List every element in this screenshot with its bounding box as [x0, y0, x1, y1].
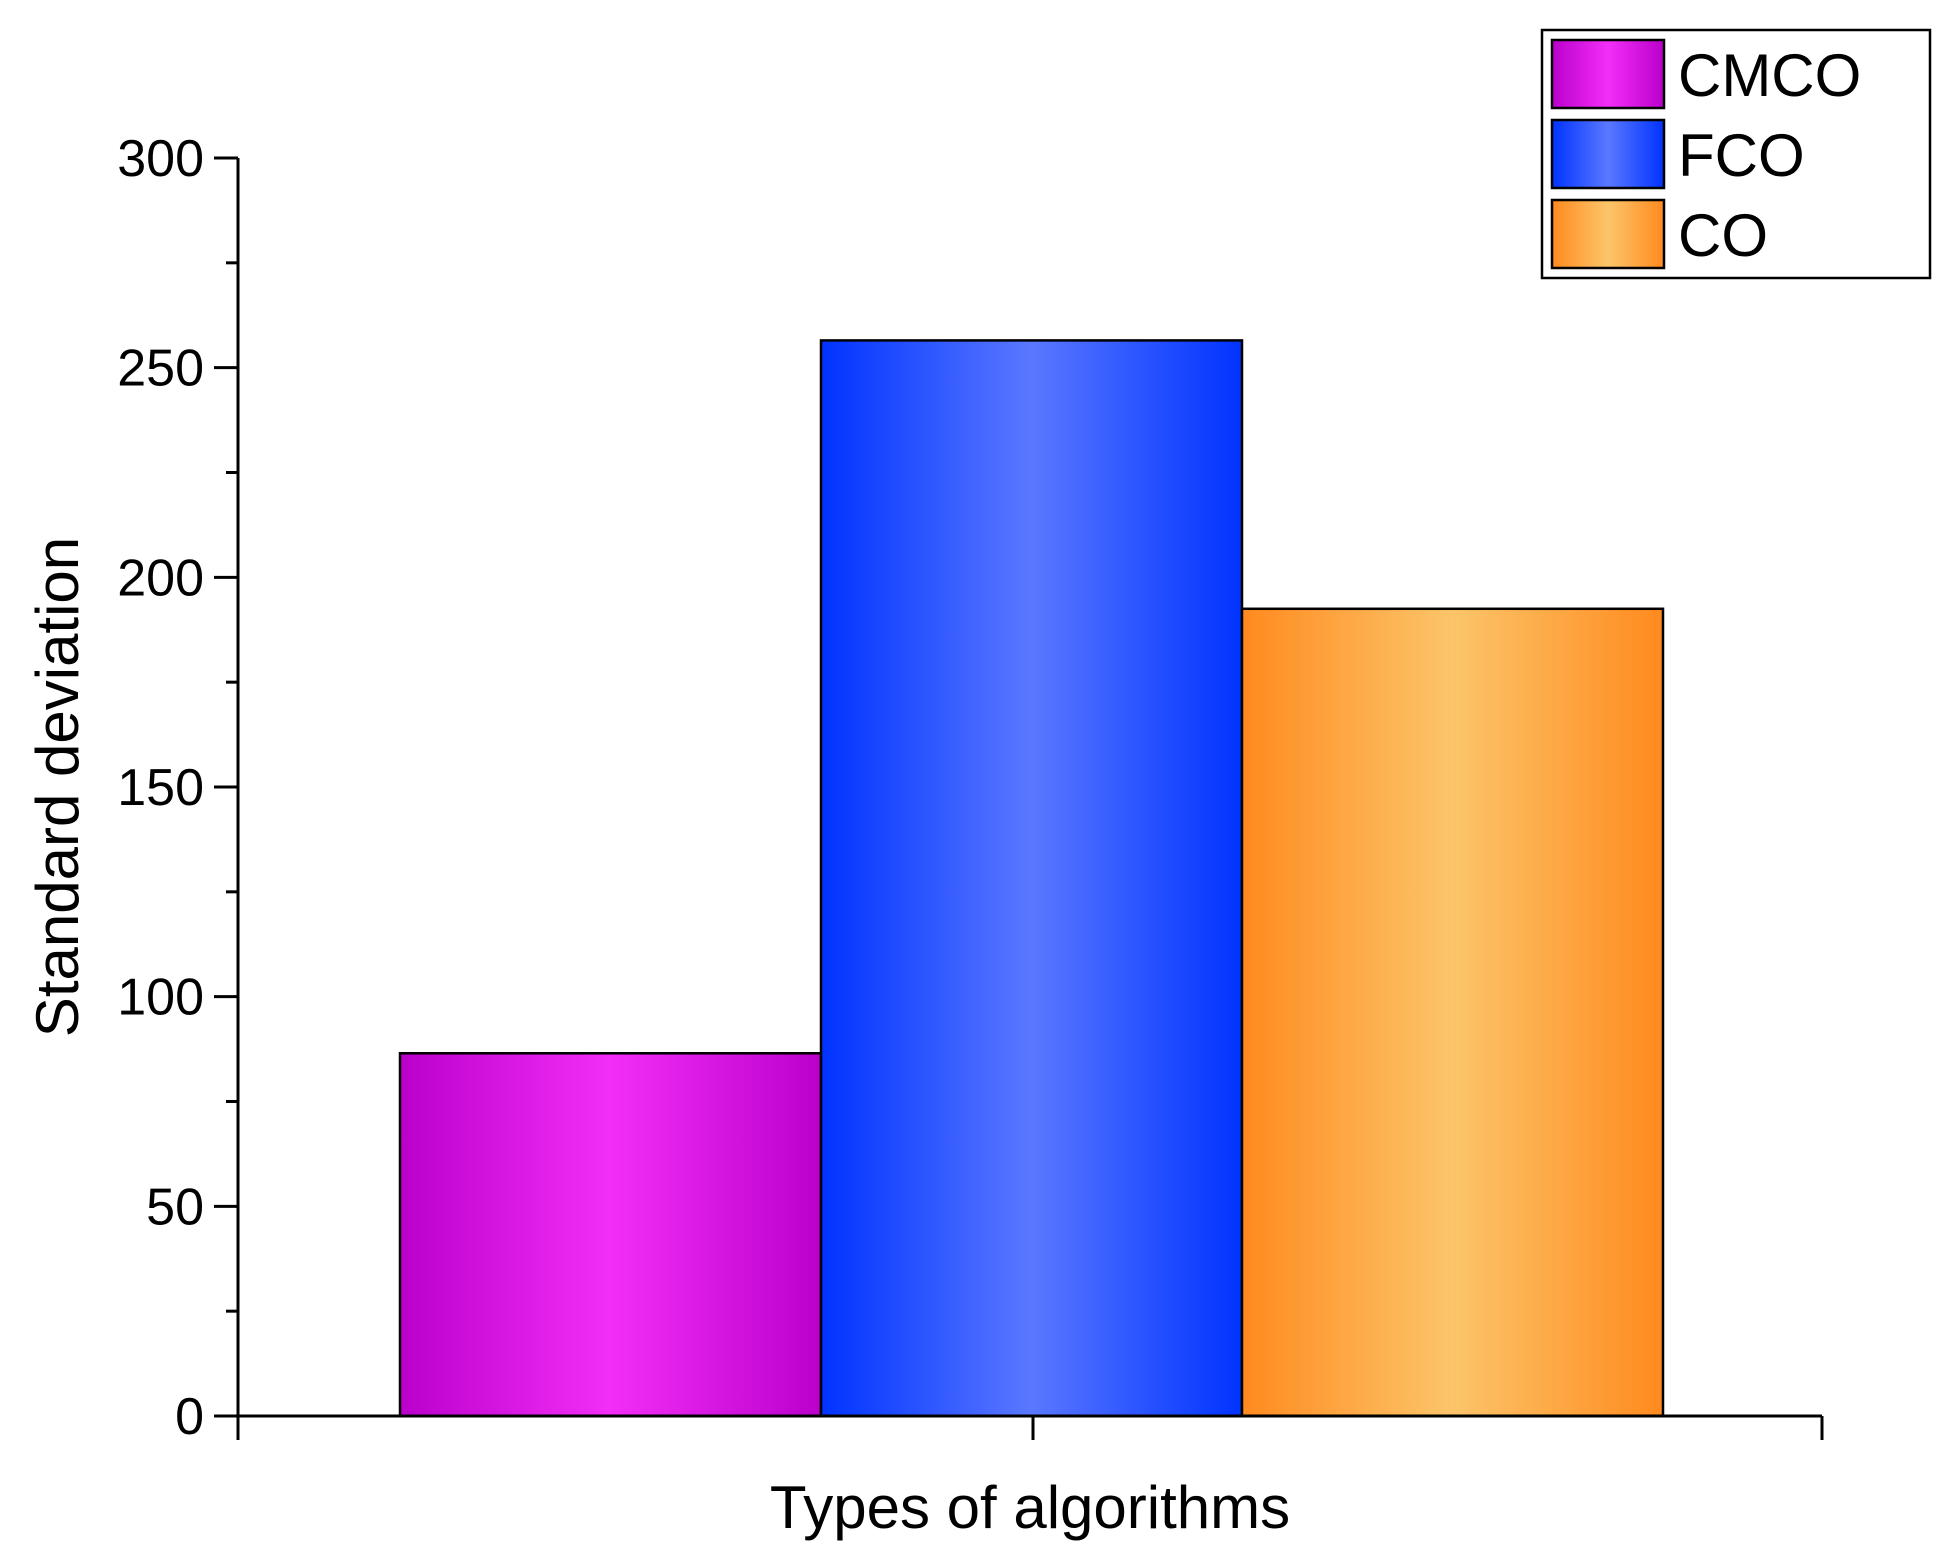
legend-swatch-fco: [1550, 118, 1666, 190]
y-tick-label: 50: [146, 1178, 204, 1236]
legend-label-fco: FCO: [1678, 122, 1805, 189]
bars-group: [398, 339, 1665, 1418]
y-tick-label: 200: [117, 549, 204, 607]
bar-fco: [819, 339, 1244, 1418]
bar-cmco: [398, 1052, 823, 1418]
legend-label-cmco: CMCO: [1678, 42, 1861, 109]
x-axis-title: Types of algorithms: [770, 1474, 1290, 1541]
legend-swatch-co: [1550, 198, 1666, 270]
legend: CMCO FCO CO: [1540, 28, 1932, 280]
y-ticks-group: 0 50 100 150 200 250 300: [117, 130, 238, 1446]
y-axis-title: Standard deviation: [24, 537, 91, 1037]
y-tick-label: 0: [175, 1388, 204, 1446]
bar-co: [1240, 607, 1665, 1418]
y-tick-label: 100: [117, 969, 204, 1027]
y-tick-label: 150: [117, 759, 204, 817]
legend-swatch-cmco: [1550, 38, 1666, 110]
y-tick-label: 300: [117, 130, 204, 188]
y-tick-label: 250: [117, 340, 204, 398]
legend-label-co: CO: [1678, 202, 1768, 269]
